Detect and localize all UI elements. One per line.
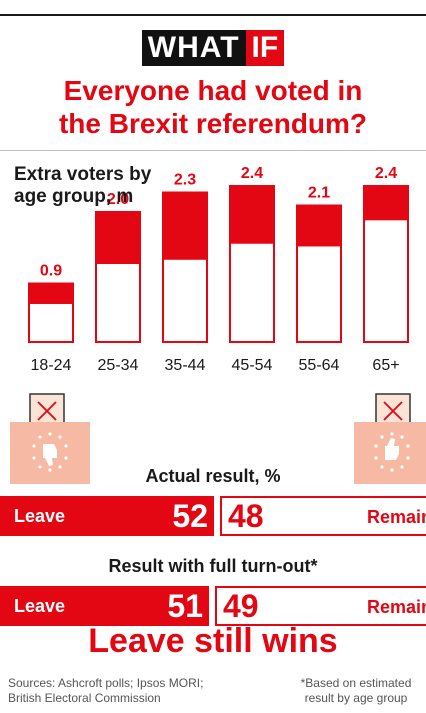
sources: Sources: Ashcroft polls; Ipsos MORI; Bri… <box>8 676 258 706</box>
bar-value-label: 0.9 <box>40 263 62 280</box>
actual-leave-label: Leave <box>14 506 66 526</box>
actual-remain-segment: 48 Remain <box>220 496 426 536</box>
chart-title-line-1: Extra voters by <box>14 164 152 185</box>
bar-25-34: 2.0 25-34 <box>95 191 141 374</box>
headline-line-1: Everyone had voted in <box>63 75 363 106</box>
bar-value-label: 2.1 <box>308 185 330 202</box>
category-label: 35-44 <box>165 357 206 374</box>
thumbs-up-ballot-icon <box>354 393 426 484</box>
brand-banner: WHAT IF <box>0 30 426 66</box>
sources-line-2: British Electoral Commission <box>8 691 161 705</box>
bar-leave-portion <box>230 186 274 244</box>
category-label: 65+ <box>372 357 399 374</box>
bar-65+: 2.4 65+ <box>363 165 409 374</box>
chart-title-line-2: age group, m <box>14 186 134 207</box>
brand-if: IF <box>245 30 285 66</box>
full-remain-label: Remain <box>366 597 426 617</box>
bar-45-54: 2.4 45-54 <box>229 165 275 374</box>
bar-leave-portion <box>96 212 140 264</box>
actual-remain-label: Remain <box>366 507 426 527</box>
bar-35-44: 2.3 35-44 <box>162 172 208 374</box>
bar-leave-portion <box>29 283 73 304</box>
divider <box>0 150 426 151</box>
full-leave-label: Leave <box>14 596 66 616</box>
full-remain-segment: 49 Remain <box>215 586 426 626</box>
brand-what: WHAT <box>141 30 246 66</box>
full-remain-value: 49 <box>223 588 259 624</box>
category-label: 55-64 <box>299 357 340 374</box>
bar-value-label: 2.4 <box>241 165 263 182</box>
actual-result-bar: Leave 52 48 Remain <box>0 496 426 536</box>
bar-value-label: 2.4 <box>375 165 397 182</box>
actual-leave-segment: Leave 52 <box>0 496 214 536</box>
headline: Everyone had voted in the Brexit referen… <box>0 74 426 140</box>
bar-55-64: 2.1 55-64 <box>296 185 342 374</box>
full-leave-segment: Leave 51 <box>0 586 209 626</box>
top-rule <box>0 14 426 16</box>
category-label: 25-34 <box>98 357 139 374</box>
full-leave-value: 51 <box>167 588 203 624</box>
chart-title: Extra voters by age group, m <box>14 164 194 208</box>
conclusion: Leave still wins <box>88 622 338 660</box>
extra-voters-chart: 0.9 18-24 2.0 25-34 2.3 35-44 2.4 45-54 2.1 55-64… <box>28 165 409 374</box>
footnote: *Based on estimated result by age group <box>286 676 426 706</box>
category-label: 45-54 <box>232 357 273 374</box>
actual-leave-value: 52 <box>172 498 208 534</box>
bar-value-label: 2.3 <box>174 172 196 189</box>
actual-result-label: Actual result, % <box>145 466 281 486</box>
footnote-line-1: *Based on estimated <box>300 676 412 690</box>
bar-leave-portion <box>297 205 341 247</box>
bar-leave-portion <box>364 186 408 221</box>
actual-remain-value: 48 <box>228 498 264 534</box>
full-turnout-label: Result with full turn-out* <box>108 556 318 576</box>
sources-line-1: Sources: Ashcroft polls; Ipsos MORI; <box>8 676 204 690</box>
bar-leave-portion <box>163 192 207 260</box>
full-turnout-bar: Leave 51 49 Remain <box>0 586 426 626</box>
footnote-line-2: result by age group <box>304 691 408 705</box>
category-label: 18-24 <box>31 357 72 374</box>
bar-18-24: 0.9 18-24 <box>28 263 74 374</box>
bar-value-label: 2.0 <box>107 191 129 208</box>
thumbs-down-ballot-icon <box>10 393 90 484</box>
headline-line-2: the Brexit referendum? <box>58 108 368 139</box>
